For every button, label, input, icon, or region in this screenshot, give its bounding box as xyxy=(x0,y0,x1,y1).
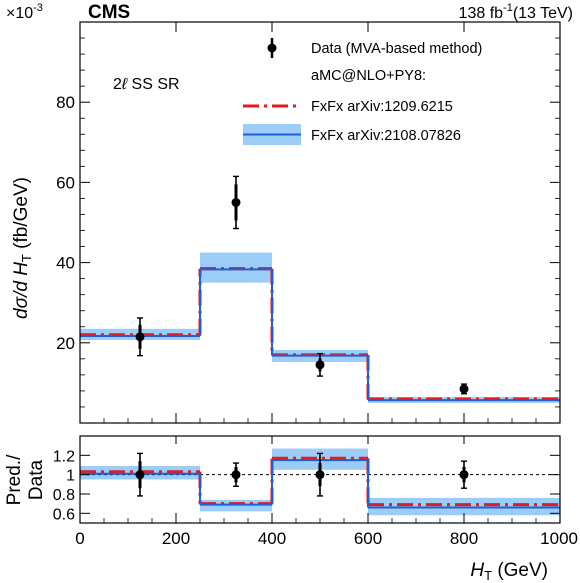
ratio-y-axis-label-top: Pred./ xyxy=(4,454,25,505)
main-y-axis-label: dσ/d HT (fb/GeV) xyxy=(11,177,34,319)
ratio-ytick-label-3: 1.2 xyxy=(53,448,75,465)
ratio-xtick-label-0: 0 xyxy=(75,529,84,548)
main-ytick-label-2: 60 xyxy=(56,173,75,192)
main-axes: 20 40 60 80 xyxy=(56,21,561,424)
legend: Data (MVA-based method) aMC@NLO+PY8: FxF… xyxy=(243,38,482,145)
main-prediction-series xyxy=(80,267,560,402)
legend-fxfx-new-label: FxFx arXiv:2108.07826 xyxy=(311,128,461,144)
ratio-data-points xyxy=(135,452,469,497)
region-label: 2ℓ SS SR xyxy=(113,76,180,93)
ratio-data-point-2 xyxy=(315,470,325,480)
ratio-ytick-label-0: 0.6 xyxy=(53,506,75,523)
main-data-point-2 xyxy=(315,360,325,370)
x-axis-label: HT (GeV) xyxy=(470,560,548,583)
ratio-data-point-3 xyxy=(459,470,469,480)
ratio-data-point-1 xyxy=(231,470,241,480)
ratio-y-axis-label-bottom: Data xyxy=(26,460,47,501)
legend-group-header: aMC@NLO+PY8: xyxy=(311,68,426,84)
legend-fxfx-old-label: FxFx arXiv:1209.6215 xyxy=(311,99,453,115)
ratio-ytick-label-1: 0.8 xyxy=(53,487,75,504)
legend-data-marker xyxy=(267,43,277,53)
energy-label: (13 TeV) xyxy=(513,5,573,22)
scale-factor-exponent: -3 xyxy=(33,2,43,14)
main-panel: 20 40 60 80 xyxy=(56,21,561,424)
main-data-points xyxy=(135,175,469,395)
cms-label: CMS xyxy=(88,2,130,23)
ratio-data-point-0 xyxy=(135,470,145,480)
main-ytick-label-3: 80 xyxy=(56,93,75,112)
main-data-point-3 xyxy=(459,384,469,394)
luminosity-exponent: -1 xyxy=(503,2,513,14)
ratio-xtick-label-3: 600 xyxy=(354,529,382,548)
main-ytick-label-0: 20 xyxy=(56,334,75,353)
ratio-xtick-label-5: 1000 xyxy=(540,529,578,548)
ratio-panel: 0.6 0.8 1 1.2 0 200 400 600 800 1000 xyxy=(53,435,578,548)
main-data-point-1 xyxy=(231,197,241,207)
ratio-xtick-label-1: 200 xyxy=(162,529,190,548)
ratio-axes: 0.6 0.8 1 1.2 0 200 400 600 800 1000 xyxy=(53,435,578,548)
ratio-xtick-label-4: 800 xyxy=(450,529,478,548)
ratio-xtick-label-2: 400 xyxy=(258,529,286,548)
legend-data-label: Data (MVA-based method) xyxy=(311,41,482,57)
luminosity-label: 138 fb-1(13 TeV) xyxy=(459,2,573,22)
main-ytick-label-1: 40 xyxy=(56,254,75,273)
scale-factor-base: ×10-3 xyxy=(6,2,43,22)
ratio-ytick-label-2: 1 xyxy=(66,468,75,485)
main-data-point-0 xyxy=(135,332,145,342)
main-uncertainty-bands xyxy=(80,252,560,403)
